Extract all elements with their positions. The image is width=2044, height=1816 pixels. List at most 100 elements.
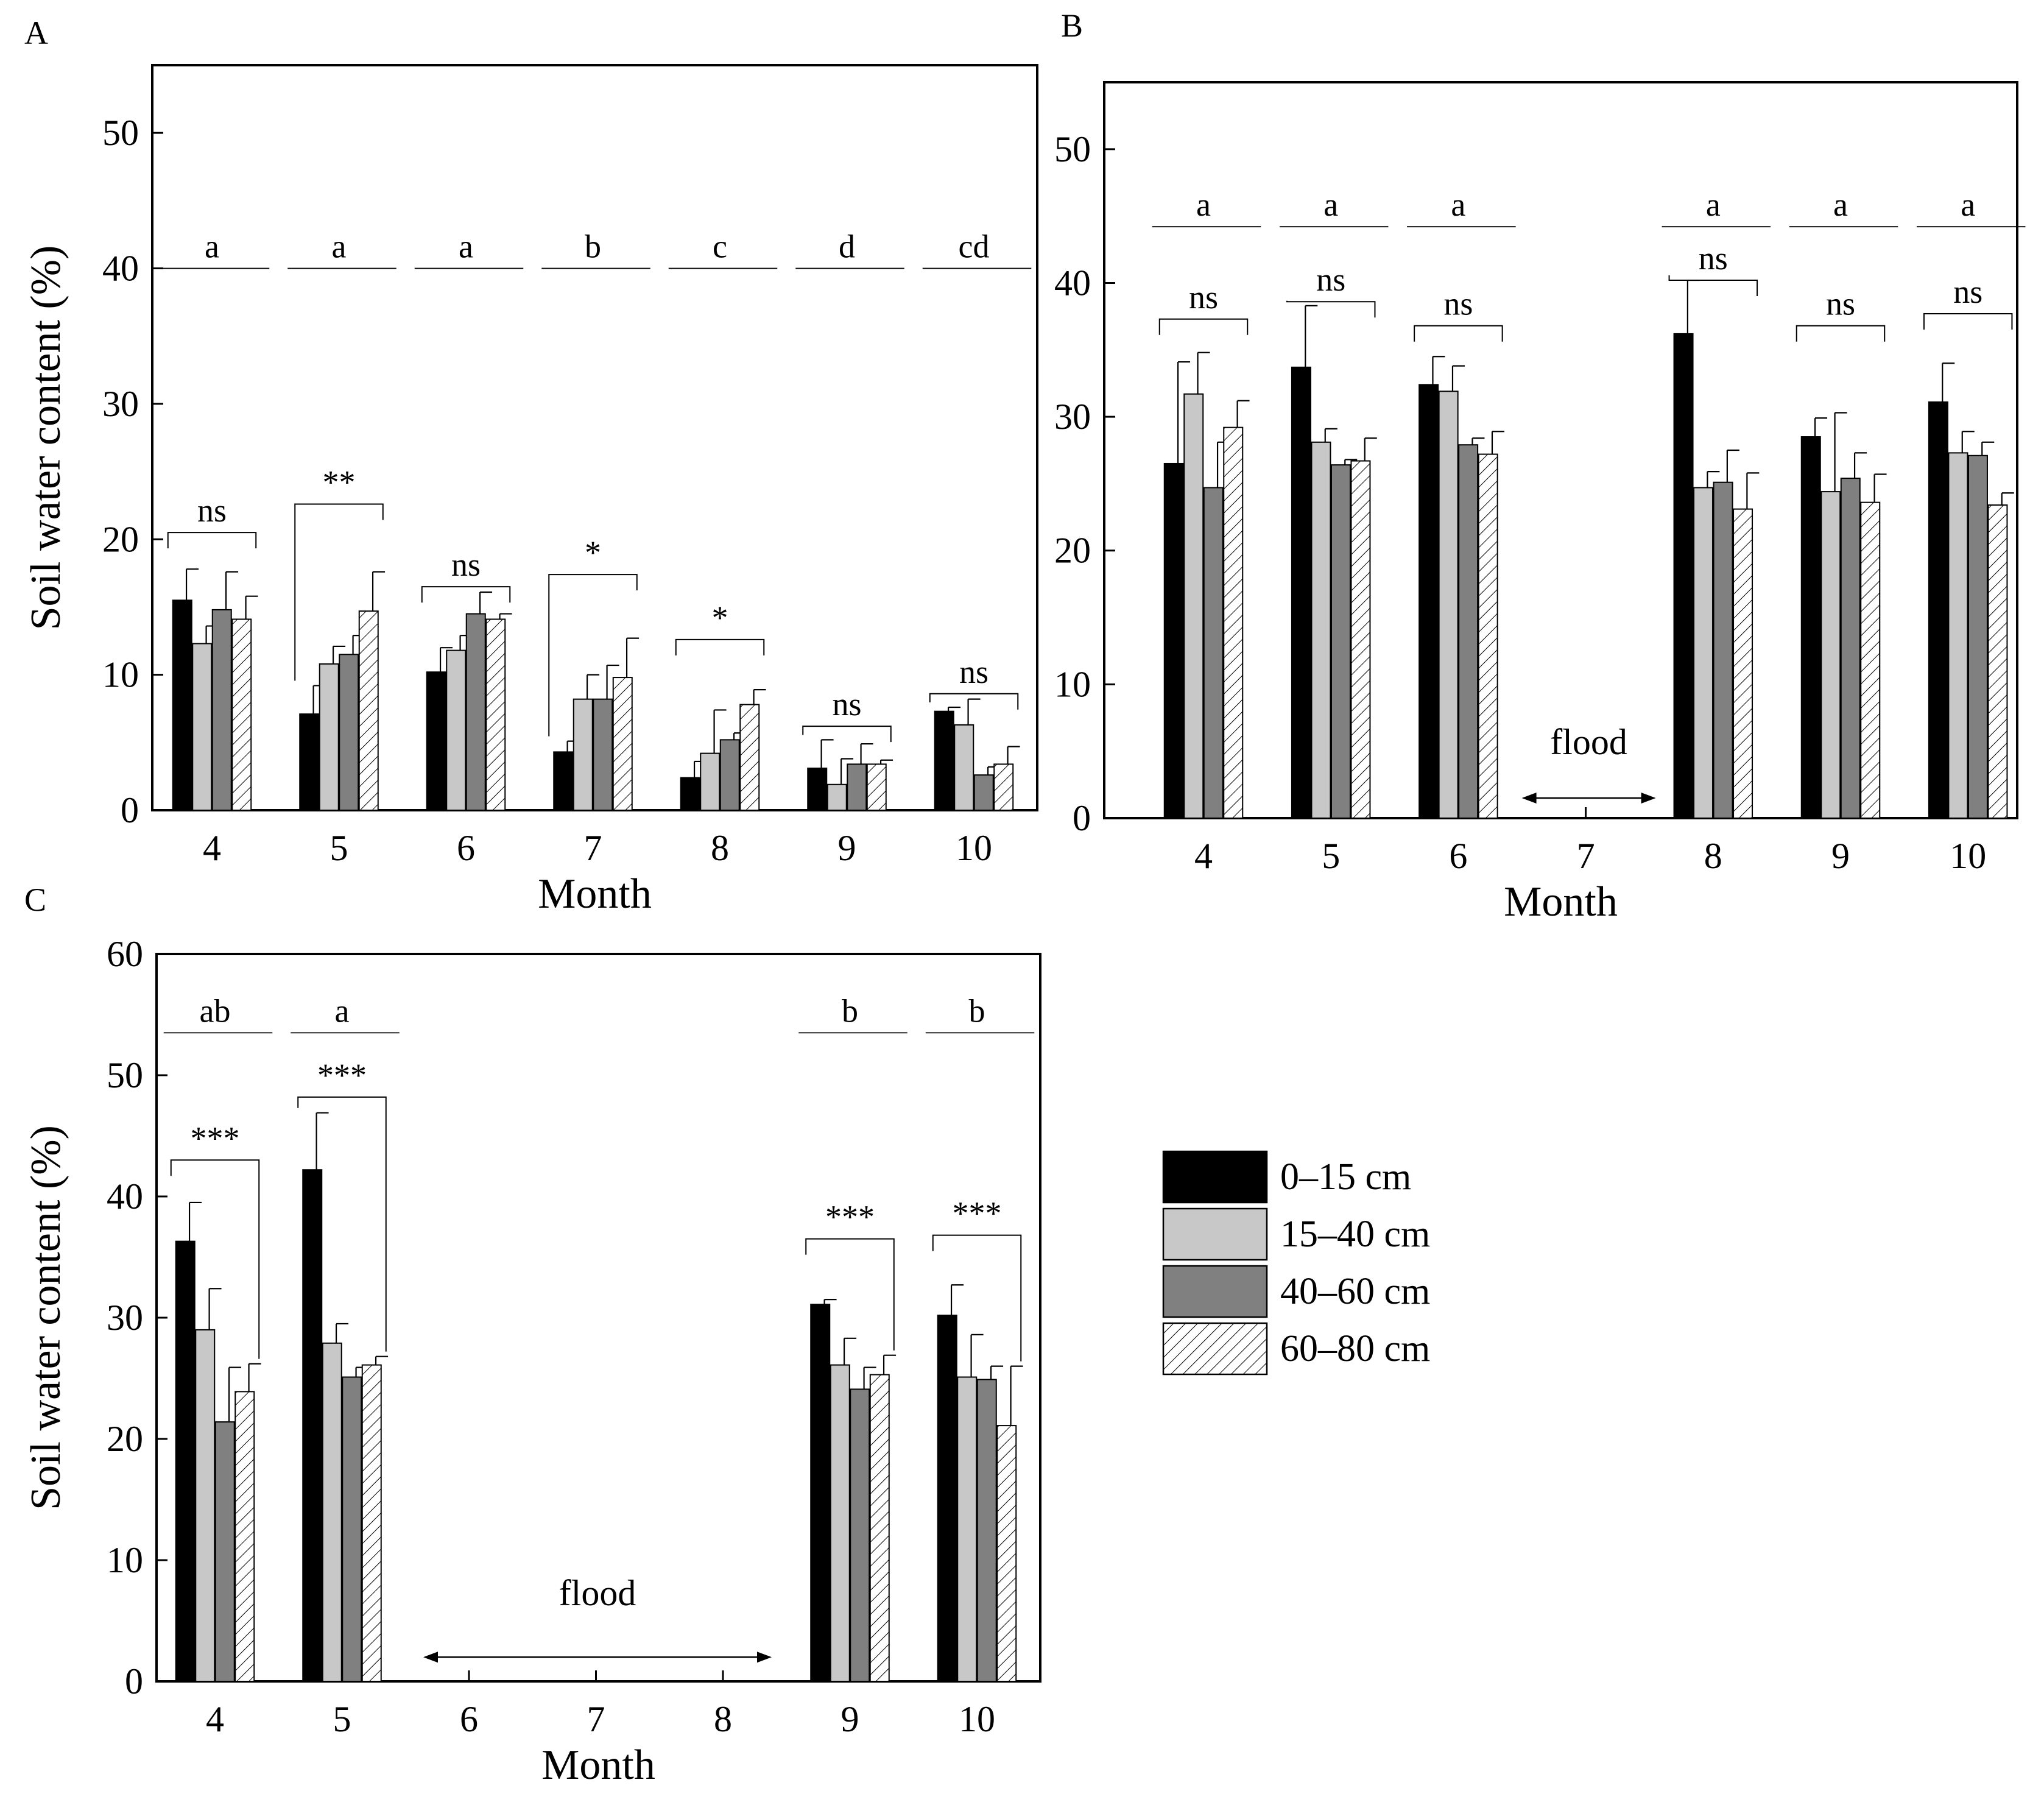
bar-B-m5-s3: [1330, 464, 1351, 819]
flood-label: flood: [1550, 722, 1627, 762]
y-tick-label: 10: [102, 655, 139, 695]
group-letter: a: [332, 228, 347, 265]
significance-bracket: [421, 586, 511, 603]
bar-C-m9-s1: [810, 1304, 831, 1683]
chart-panel-C: C 0 10 20 30 40 50 60 4 5 6 7 8 9 10 Month Soil water co…: [23, 882, 1041, 1789]
significance-bracket: [1414, 325, 1503, 342]
bar-B-m9-s2: [1820, 491, 1841, 819]
group-letter: b: [842, 992, 858, 1029]
bar-C-m5-s3: [342, 1376, 362, 1682]
legend: 0–15 cm 15–40 cm 40–60 cm 60–80 cm: [1162, 1150, 1430, 1376]
bar-B-m8-s1: [1673, 333, 1694, 819]
group-letter: a: [1451, 186, 1465, 223]
bar-C-m5-s1: [302, 1169, 323, 1682]
group-letter: a: [205, 228, 219, 265]
bar-A-m6-s2: [446, 649, 467, 811]
bar-C-m4-s2: [195, 1329, 216, 1682]
group-letter: a: [1961, 186, 1975, 223]
bar-A-m8-s1: [680, 777, 700, 811]
x-tick-label: 10: [1950, 836, 1986, 876]
significance-label: *: [585, 534, 601, 571]
significance-bracket: [548, 574, 638, 737]
significance-label: ***: [317, 1057, 367, 1093]
bar-B-m10-s1: [1928, 401, 1948, 819]
plot-frame: [155, 953, 1041, 1683]
flood-arrowhead-right: [1641, 793, 1656, 804]
significance-bracket: [297, 1096, 387, 1352]
bar-B-m6-s3: [1458, 444, 1479, 819]
bar-C-m10-s2: [957, 1376, 978, 1682]
significance-label: ns: [197, 492, 227, 529]
significance-label: **: [323, 464, 356, 500]
bar-B-m8-s3: [1713, 481, 1733, 819]
significance-bracket: [805, 1238, 895, 1351]
bar-B-m8-s4: [1733, 508, 1753, 819]
bar-A-m8-s2: [700, 752, 721, 811]
x-tick-label: 5: [1322, 836, 1340, 876]
significance-label: ns: [451, 546, 481, 583]
y-tick-label: 30: [107, 1298, 143, 1338]
flood-label: flood: [559, 1573, 636, 1613]
bar-A-m9-s4: [866, 763, 887, 811]
flood-arrowhead-left: [423, 1652, 438, 1663]
y-tick-label: 0: [121, 790, 139, 830]
significance-bracket: [1923, 313, 2013, 330]
significance-bracket: [1286, 300, 1376, 318]
significance-bracket: [1668, 275, 1758, 297]
y-tick-label: 60: [107, 934, 143, 974]
bar-A-m7-s4: [612, 677, 633, 811]
bar-B-m5-s1: [1291, 366, 1311, 819]
x-tick-label: 8: [714, 1699, 732, 1739]
legend-label: 15–40 cm: [1280, 1214, 1430, 1255]
bar-A-m7-s3: [593, 698, 613, 811]
legend-label: 0–15 cm: [1280, 1156, 1411, 1198]
significance-label: ns: [1699, 240, 1728, 277]
significance-label: ns: [1316, 261, 1345, 298]
x-tick-label: 10: [956, 828, 992, 868]
y-tick-label: 50: [107, 1055, 143, 1095]
y-tick-label: 40: [107, 1176, 143, 1217]
bar-B-m4-s1: [1163, 462, 1184, 819]
x-tick-label: 9: [838, 828, 856, 868]
panel-label: C: [24, 882, 46, 918]
bar-A-m9-s1: [807, 768, 828, 811]
legend-label: 40–60 cm: [1280, 1271, 1430, 1312]
bar-B-m5-s4: [1350, 460, 1371, 819]
group-letter: a: [335, 992, 350, 1029]
significance-bracket: [294, 503, 384, 681]
y-axis-title: Soil water content (%): [23, 1125, 69, 1510]
bar-B-m9-s1: [1800, 436, 1821, 819]
group-letter: a: [1323, 186, 1338, 223]
x-tick-label: 8: [711, 828, 729, 868]
plot-frame: [151, 64, 1038, 811]
bar-B-m6-s2: [1438, 390, 1459, 819]
bar-B-m10-s4: [1987, 504, 2008, 819]
y-tick-label: 40: [1054, 263, 1091, 303]
significance-label: ns: [1953, 274, 1982, 310]
bar-B-m5-s2: [1311, 441, 1331, 819]
bar-C-m10-s4: [996, 1425, 1017, 1683]
group-letter: a: [459, 228, 473, 265]
group-letter: cd: [959, 228, 990, 265]
bar-C-m4-s4: [234, 1391, 255, 1682]
bar-B-m9-s3: [1840, 478, 1861, 819]
group-letter: b: [585, 228, 601, 265]
x-tick-label: 5: [333, 1699, 351, 1739]
significance-label: ***: [191, 1120, 240, 1156]
significance-bracket: [802, 726, 892, 743]
y-tick-label: 50: [102, 113, 139, 153]
panel-label: B: [1061, 7, 1083, 44]
bar-A-m9-s3: [847, 763, 867, 811]
legend-swatch-3: [1162, 1265, 1268, 1318]
bar-A-m8-s3: [719, 739, 740, 811]
bar-C-m10-s1: [937, 1315, 957, 1682]
group-letter: a: [1196, 186, 1211, 223]
significance-bracket: [929, 693, 1019, 710]
bar-B-m10-s2: [1948, 452, 1968, 819]
bar-A-m9-s2: [826, 783, 847, 811]
bar-B-m4-s4: [1223, 426, 1244, 819]
chart-panel-A: A 0 10 20 30 40 50 4 5 6 7 8 9 10 Month Soil water cont…: [23, 15, 1038, 917]
bar-A-m4-s1: [172, 599, 192, 811]
bar-A-m5-s1: [299, 713, 320, 811]
